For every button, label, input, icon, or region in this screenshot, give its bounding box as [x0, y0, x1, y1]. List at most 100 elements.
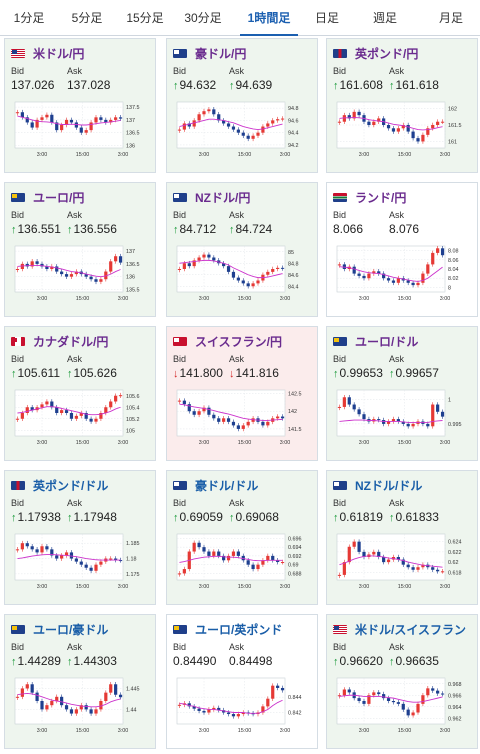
candle [357, 273, 361, 276]
rate-card[interactable]: スイスフラン/円 Bid Ask ↓141.800 ↓141.816 142.5 142 14… [166, 326, 318, 461]
x-tick-label: 3:00 [199, 440, 210, 446]
candle [192, 706, 196, 709]
mini-chart[interactable]: 0.696 0.694 0.692 0.69 0.688 3:00 15:00 3:00 [173, 530, 313, 594]
mini-chart[interactable]: 162 161.5 161 3:00 15:00 3:00 [333, 98, 473, 162]
pair-name[interactable]: 豪ドル/円 [195, 46, 247, 61]
candle [241, 280, 245, 284]
rate-card[interactable]: 豪ドル/円 Bid Ask ↑94.632 ↑94.639 94.8 94.6 94.4 94.… [166, 38, 318, 173]
rate-card[interactable]: NZドル/円 Bid Ask ↑84.712 ↑84.724 85 84.8 84.6 84.4… [166, 182, 318, 317]
candle [197, 708, 201, 711]
mini-chart[interactable]: 1.185 1.18 1.175 3:00 15:00 3:00 [11, 530, 151, 594]
price-labels: Bid Ask [11, 210, 149, 221]
tab-2[interactable]: 15分足 [126, 11, 164, 25]
pair-name[interactable]: ユーロ/英ポンド [195, 622, 283, 637]
pair-name[interactable]: ユーロ/ドル [355, 334, 419, 349]
mini-chart[interactable]: 105.6 105.4 105.2 105 3:00 15:00 3:00 [11, 386, 151, 450]
bid-label: Bid [11, 210, 25, 220]
tab-1[interactable]: 5分足 [71, 11, 103, 25]
rate-card[interactable]: ユーロ/豪ドル Bid Ask ↑1.44289 ↑1.44303 1.445 1.44 3:… [4, 614, 156, 749]
tab-4[interactable]: 1時間足 [232, 0, 306, 36]
bid-value: 105.611 [17, 366, 61, 380]
candle [261, 126, 265, 133]
card-header: NZドル/ドル [333, 477, 471, 493]
y-tick-label: 105 [126, 428, 135, 434]
pair-name[interactable]: NZドル/円 [195, 190, 251, 205]
candle [440, 571, 445, 573]
pair-name[interactable]: ユーロ/円 [33, 190, 85, 205]
candle [197, 542, 201, 548]
candle [182, 123, 186, 130]
tab-7[interactable]: 月足 [438, 11, 463, 25]
rate-card[interactable]: 英ポンド/ドル Bid Ask ↑1.17938 ↑1.17948 1.185 1.18 1.… [4, 470, 156, 605]
price-values: ↑0.99653 ↑0.99657 [333, 366, 471, 380]
mini-chart[interactable]: 85 84.8 84.6 84.4 3:00 15:00 3:00 [173, 242, 313, 306]
tab-0[interactable]: 1分足 [13, 11, 45, 25]
tab-5[interactable]: 日足 [314, 11, 339, 25]
x-tick-label: 3:00 [37, 584, 48, 590]
mini-chart[interactable]: 0.968 0.966 0.964 0.962 3:00 15:00 3:00 [333, 674, 473, 738]
card-header: 米ドル/円 [11, 45, 149, 61]
mini-chart[interactable]: 8.08 8.06 8.04 8.02 8 3:00 15:00 3:00 [333, 242, 473, 306]
candle [431, 688, 435, 691]
candle [30, 684, 34, 693]
rate-card[interactable]: 米ドル/スイスフラン Bid Ask ↑0.96620 ↑0.96635 0.968 0.9… [326, 614, 478, 749]
pair-name[interactable]: スイスフラン/円 [195, 334, 282, 349]
arrow-up-icon: ↑ [11, 224, 17, 236]
pair-name[interactable]: 英ポンド/ドル [33, 478, 109, 493]
rate-card[interactable]: NZドル/ドル Bid Ask ↑0.61819 ↑0.61833 0.624 0.622 0… [326, 470, 478, 605]
candle [89, 122, 93, 131]
pair-name[interactable]: NZドル/ドル [355, 478, 423, 493]
candle [114, 117, 118, 120]
candle [440, 248, 445, 256]
candle [440, 121, 445, 123]
candle [436, 569, 440, 572]
plot-area [336, 533, 446, 581]
mini-chart[interactable]: 1.445 1.44 3:00 15:00 3:00 [11, 674, 151, 738]
moving-average-line [339, 266, 443, 282]
candle [276, 267, 280, 269]
tab-3[interactable]: 30分足 [184, 11, 222, 25]
candle [118, 694, 123, 698]
pair-name[interactable]: 豪ドル/ドル [195, 478, 259, 493]
mini-chart[interactable]: 137.5 137 136.5 136 3:00 15:00 3:00 [11, 98, 151, 162]
rate-card[interactable]: 英ポンド/円 Bid Ask ↑161.608 ↑161.618 162 161.5 161 3… [326, 38, 478, 173]
candle [372, 121, 376, 125]
tab-6[interactable]: 週足 [372, 11, 397, 25]
y-tick-label: 105.4 [126, 405, 140, 411]
candle [357, 111, 361, 116]
rate-card[interactable]: カナダドル/円 Bid Ask ↑105.611 ↑105.626 105.6 105.4 1… [4, 326, 156, 461]
candle [226, 418, 231, 422]
candle [99, 117, 103, 120]
mini-chart[interactable]: 137 136.5 136 135.5 3:00 15:00 3:00 [11, 242, 151, 306]
mini-chart[interactable]: 142.5 142 141.5 3:00 15:00 3:00 [173, 386, 313, 450]
rate-card[interactable]: 米ドル/円 Bid Ask 137.026 137.028 137.5 137 136.5 13… [4, 38, 156, 173]
mini-chart[interactable]: 0.844 0.842 3:00 15:00 3:00 [173, 674, 313, 738]
candle [94, 117, 98, 123]
mini-chart[interactable]: 94.8 94.6 94.4 94.2 3:00 15:00 3:00 [173, 98, 313, 162]
pair-name[interactable]: 英ポンド/円 [355, 46, 419, 61]
pair-name[interactable]: カナダドル/円 [33, 334, 109, 349]
candle [104, 407, 108, 413]
pair-name[interactable]: 米ドル/スイスフラン [355, 622, 466, 637]
mini-chart[interactable]: 1 0.995 3:00 15:00 3:00 [333, 386, 473, 450]
pair-name[interactable]: 米ドル/円 [33, 46, 85, 61]
candle [276, 119, 280, 121]
moving-average-line [339, 555, 443, 568]
candle [15, 696, 20, 698]
pair-name[interactable]: ランド/円 [355, 190, 407, 205]
rate-card[interactable]: ユーロ/英ポンド Bid Ask 0.84490 0.84498 0.844 0.842 3:… [166, 614, 318, 749]
rate-card[interactable]: ユーロ/ドル Bid Ask ↑0.99653 ↑0.99657 1 0.995 3:00 15… [326, 326, 478, 461]
rate-card[interactable]: 豪ドル/ドル Bid Ask ↑0.69059 ↑0.69068 0.696 0.694 0.… [166, 470, 318, 605]
candle [391, 280, 396, 283]
price-values: ↑0.69059 ↑0.69068 [173, 510, 311, 524]
y-tick-label: 135.5 [126, 287, 140, 293]
pair-name[interactable]: ユーロ/豪ドル [33, 622, 109, 637]
ask-value: 0.99657 [395, 366, 439, 380]
rate-card[interactable]: ランド/円 Bid Ask 8.066 8.076 8.08 8.06 8.04 8.02 8 3:… [326, 182, 478, 317]
candle [342, 264, 346, 269]
ask-label: Ask [67, 642, 83, 652]
candle [406, 564, 410, 568]
bid-value: 1.44289 [17, 654, 61, 668]
rate-card[interactable]: ユーロ/円 Bid Ask ↑136.551 ↑136.556 137 136.5 136 13… [4, 182, 156, 317]
mini-chart[interactable]: 0.624 0.622 0.62 0.618 3:00 15:00 3:00 [333, 530, 473, 594]
